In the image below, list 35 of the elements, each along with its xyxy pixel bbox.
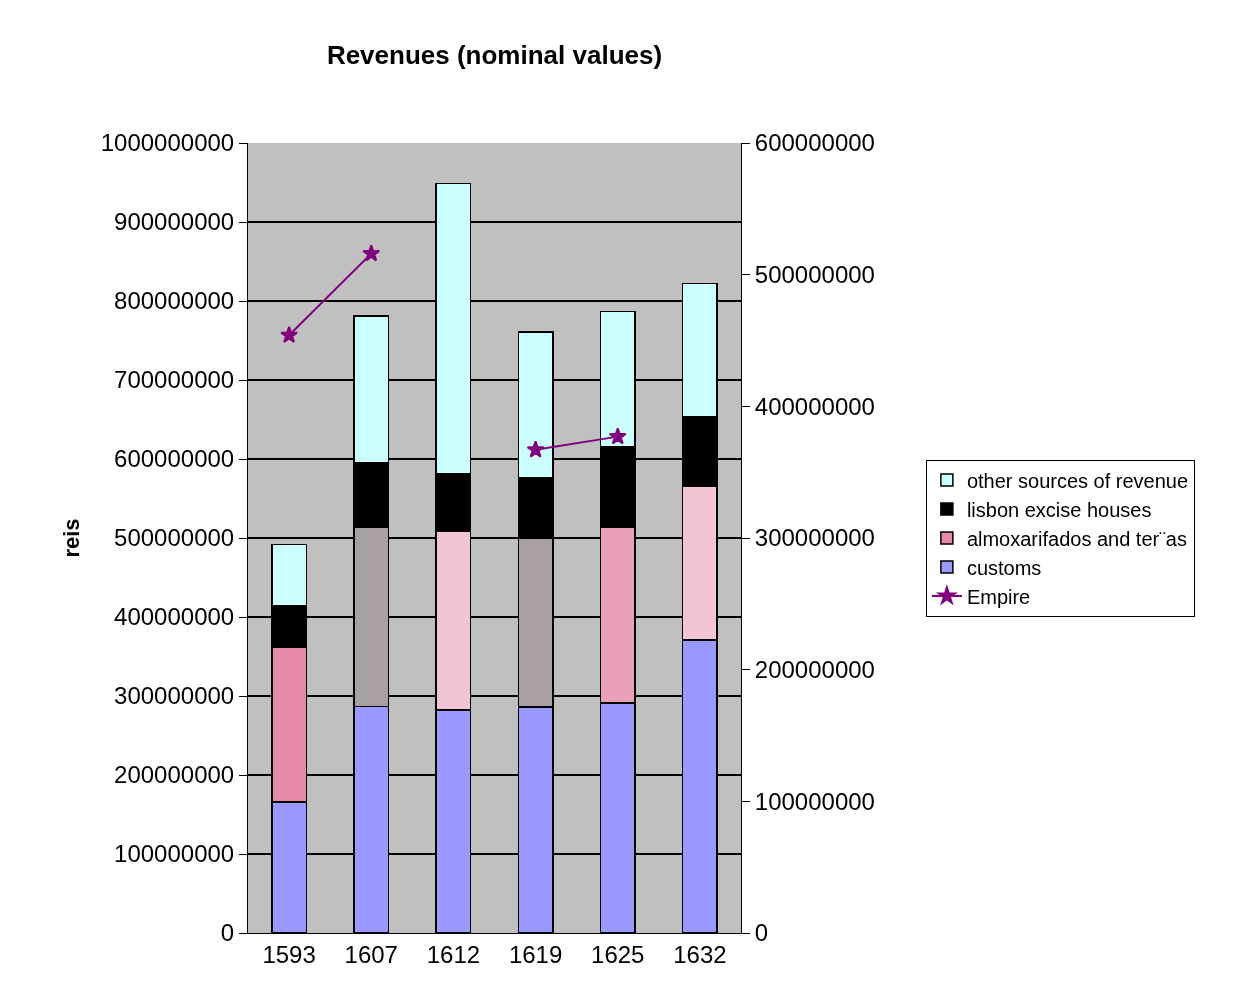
y-tick-label: 800000000 [114, 287, 235, 315]
y2-tick-label: 100000000 [754, 787, 875, 815]
y-tick-label: 0 [220, 919, 235, 947]
legend-label: almoxarifados and ter¨as [966, 527, 1187, 550]
point [280, 325, 299, 344]
y-axis-title: reis [58, 518, 84, 558]
y-tick-label: 900000000 [114, 208, 235, 236]
chart-title: Revenues (nominal values) [326, 39, 663, 70]
y-tick-label: 1000000000 [100, 129, 235, 157]
y-tick-label: 600000000 [114, 445, 235, 473]
x-tick-label: 1593 [262, 940, 316, 968]
y2-tick-label: 600000000 [754, 129, 875, 157]
x-tick-label: 1612 [426, 940, 481, 968]
legend-label: customs [966, 556, 1042, 579]
legend-label: Empire [966, 585, 1031, 608]
y-tick-label: 300000000 [114, 682, 235, 710]
y2-tick-label: 0 [754, 919, 769, 947]
y2-tick-label: 500000000 [754, 261, 875, 289]
x-tick-label: 1619 [508, 940, 563, 968]
y-tick-label: 700000000 [114, 366, 235, 394]
y-tick-label: 400000000 [114, 603, 235, 631]
x-tick-label: 1625 [591, 940, 645, 968]
x-tick-label: 1607 [344, 940, 398, 968]
x-tick-label: 1632 [673, 940, 727, 968]
point [362, 244, 381, 262]
legend-label: other sources of revenue [966, 469, 1189, 492]
y2-tick-label: 400000000 [754, 392, 875, 420]
point [526, 440, 545, 458]
y2-tick-label: 200000000 [754, 656, 875, 684]
y-tick-label: 100000000 [114, 840, 235, 868]
legend-label: lisbon excise houses [966, 498, 1152, 521]
point [608, 427, 627, 445]
y-tick-label: 200000000 [114, 761, 235, 789]
y2-tick-label: 300000000 [754, 524, 875, 552]
y-tick-label: 500000000 [114, 524, 235, 552]
